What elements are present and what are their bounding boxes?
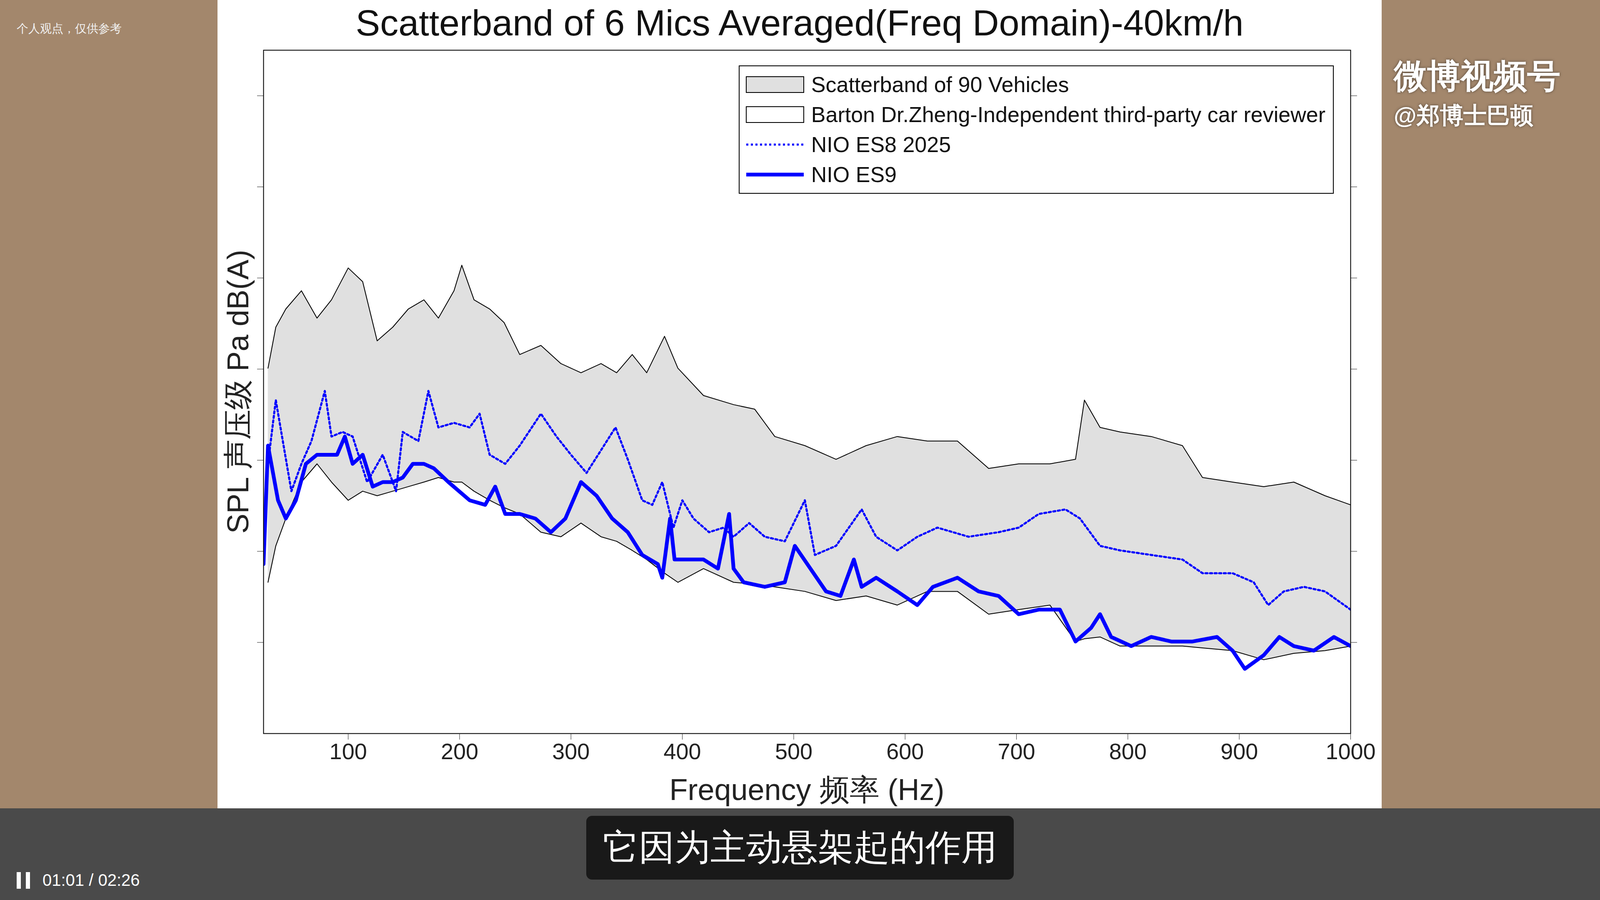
- svg-text:800: 800: [1109, 738, 1147, 764]
- html-text:Barton Dr.Zheng-Independent th: Barton Dr.Zheng-Independent third-party …: [811, 102, 1326, 127]
- html-text:01:01 / 02:26: 01:01 / 02:26: [42, 870, 140, 890]
- html-text:Frequency 频率 (Hz): Frequency 频率 (Hz): [669, 772, 945, 807]
- svg-text:400: 400: [663, 738, 702, 764]
- html-text:它因为主动悬架起的作用: 它因为主动悬架起的作用: [602, 827, 998, 868]
- svg-text:200: 200: [440, 738, 479, 764]
- svg-text:700: 700: [997, 738, 1035, 764]
- html-text:@郑博士巴顿: @郑博士巴顿: [1393, 102, 1534, 129]
- html-text:个人观点，仅供参考: 个人观点，仅供参考: [16, 22, 122, 35]
- svg-text:100: 100: [329, 738, 368, 764]
- html-text:SPL 声压级 Pa dB(A): SPL 声压级 Pa dB(A): [221, 249, 255, 534]
- svg-text:600: 600: [886, 738, 924, 764]
- html-text:微博视频号: 微博视频号: [1393, 57, 1561, 95]
- html-text:NIO ES8 2025: NIO ES8 2025: [811, 132, 951, 157]
- html-text:Scatterband of 6 Mics Averaged: Scatterband of 6 Mics Averaged(Freq Doma…: [355, 2, 1244, 44]
- svg-text:300: 300: [552, 738, 590, 764]
- svg-text:1000: 1000: [1325, 738, 1376, 764]
- svg-text:900: 900: [1220, 738, 1258, 764]
- html-text:Scatterband of 90 Vehicles: Scatterband of 90 Vehicles: [811, 72, 1069, 97]
- svg-text:500: 500: [775, 738, 813, 764]
- html-text:NIO ES9: NIO ES9: [811, 162, 897, 187]
